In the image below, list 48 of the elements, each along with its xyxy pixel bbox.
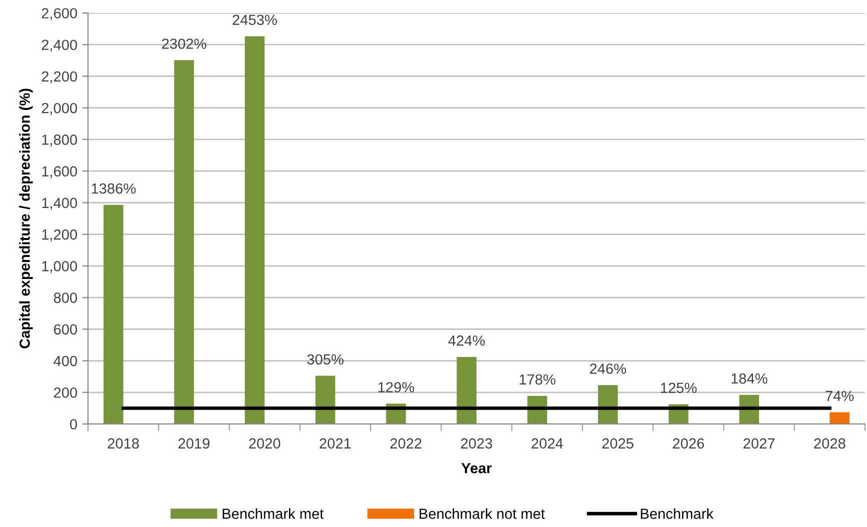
x-tick-label: 2027 (744, 438, 775, 449)
y-axis-title: Capital expenditure / depreciation (%) (19, 88, 33, 348)
x-tick-label: 2023 (461, 438, 492, 449)
legend-label: Benchmark not met (420, 508, 545, 519)
x-tick-label: 2018 (108, 438, 139, 449)
y-tick-label: 1,000 (42, 261, 78, 274)
data-label: 2453% (232, 14, 277, 26)
data-label: 74% (826, 390, 854, 402)
bar (315, 376, 336, 424)
y-tick-label: 600 (54, 324, 78, 335)
y-tick-label: 2,000 (42, 102, 78, 115)
y-tick-label: 800 (54, 292, 78, 303)
data-label: 305% (307, 354, 344, 365)
y-tick-label: 1,200 (42, 229, 78, 242)
x-tick-label: 2022 (390, 438, 422, 449)
y-tick-label: 200 (54, 387, 78, 398)
data-label: 246% (590, 364, 626, 374)
y-tick-label: 2,600 (42, 8, 78, 20)
y-tick-label: 1,800 (42, 134, 78, 147)
bar (456, 356, 476, 424)
bar (104, 204, 124, 424)
x-tick-label: 2020 (249, 438, 280, 449)
y-tick-label: 1,600 (42, 166, 78, 178)
x-tick-label: 2026 (672, 438, 704, 449)
data-label: 1386% (92, 183, 136, 194)
data-label: 184% (732, 373, 768, 384)
x-axis-title: Year (461, 463, 492, 474)
bar (830, 412, 850, 424)
x-tick-label: 2021 (320, 438, 351, 449)
y-tick-label: 2,400 (42, 40, 78, 52)
data-label: 178% (520, 374, 556, 385)
data-label: 424% (448, 335, 485, 346)
legend-label: Benchmark met (222, 508, 324, 519)
y-tick-label: 2,200 (42, 71, 78, 84)
x-tick-label: 2028 (814, 438, 846, 449)
bar (174, 60, 194, 424)
x-tick-label: 2024 (532, 438, 563, 449)
y-tick-label: 400 (54, 356, 78, 366)
data-label: 129% (378, 382, 414, 392)
data-label: 125% (660, 382, 697, 394)
bar (598, 385, 618, 424)
bar (244, 36, 265, 424)
legend-label: Benchmark (640, 508, 714, 519)
x-tick-label: 2019 (178, 438, 210, 449)
y-tick-label: 1,400 (42, 198, 78, 210)
x-tick-label: 2025 (602, 438, 634, 449)
y-tick-label: 0 (70, 419, 78, 430)
data-label: 2302% (162, 38, 206, 49)
